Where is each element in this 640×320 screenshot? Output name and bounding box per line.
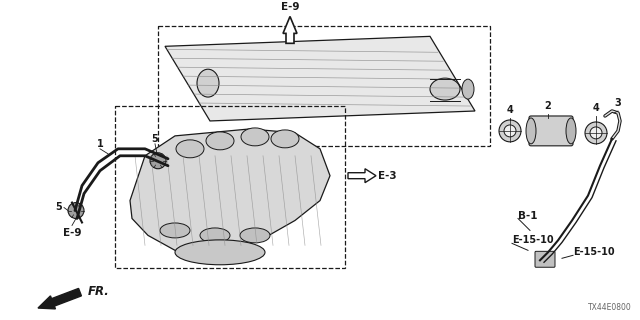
Text: E-9: E-9 xyxy=(63,228,81,238)
Polygon shape xyxy=(283,16,297,43)
Text: 1: 1 xyxy=(97,139,104,149)
Circle shape xyxy=(504,125,516,137)
Ellipse shape xyxy=(462,79,474,99)
Text: TX44E0800: TX44E0800 xyxy=(588,303,632,312)
Ellipse shape xyxy=(271,130,299,148)
Text: 5: 5 xyxy=(152,134,158,144)
FancyBboxPatch shape xyxy=(529,116,573,146)
Ellipse shape xyxy=(566,118,576,144)
FancyArrow shape xyxy=(38,288,81,309)
Text: E-3: E-3 xyxy=(378,171,397,181)
Ellipse shape xyxy=(430,78,460,100)
Text: 4: 4 xyxy=(507,105,513,115)
Ellipse shape xyxy=(176,140,204,158)
Circle shape xyxy=(590,127,602,139)
Ellipse shape xyxy=(200,228,230,243)
Polygon shape xyxy=(165,36,475,121)
Text: E-15-10: E-15-10 xyxy=(512,236,554,245)
Ellipse shape xyxy=(206,132,234,150)
Text: 2: 2 xyxy=(545,101,552,111)
Circle shape xyxy=(499,120,521,142)
Circle shape xyxy=(150,153,166,169)
Ellipse shape xyxy=(197,69,219,97)
Polygon shape xyxy=(348,169,376,183)
Circle shape xyxy=(68,203,84,219)
Ellipse shape xyxy=(160,223,190,238)
Text: E-9: E-9 xyxy=(281,3,300,12)
Ellipse shape xyxy=(175,240,265,265)
Text: E-15-10: E-15-10 xyxy=(573,247,614,257)
Ellipse shape xyxy=(240,228,270,243)
Polygon shape xyxy=(130,129,330,252)
Text: FR.: FR. xyxy=(88,284,109,298)
Text: 5: 5 xyxy=(55,202,62,212)
Ellipse shape xyxy=(526,118,536,144)
Text: 4: 4 xyxy=(593,103,600,113)
Ellipse shape xyxy=(241,128,269,146)
Text: 3: 3 xyxy=(614,98,621,108)
Text: B-1: B-1 xyxy=(518,211,538,220)
Circle shape xyxy=(585,122,607,144)
FancyBboxPatch shape xyxy=(535,251,555,267)
